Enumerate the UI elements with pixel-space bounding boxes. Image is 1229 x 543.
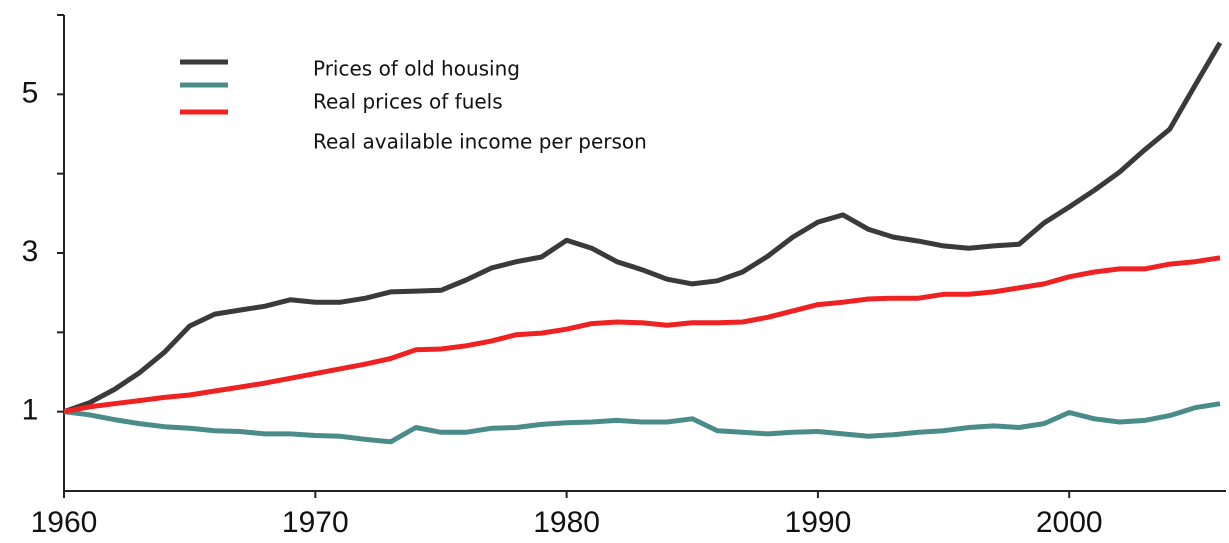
x-tick-label: 1980 bbox=[533, 506, 600, 539]
y-tick-label: 1 bbox=[22, 394, 39, 427]
series-line bbox=[63, 41, 1223, 415]
legend-label: Prices of old housing bbox=[313, 57, 520, 81]
legend-label: Real prices of fuels bbox=[313, 90, 503, 114]
series-line bbox=[63, 401, 1221, 445]
x-tick-label: 1970 bbox=[282, 506, 349, 539]
x-tick-label: 2000 bbox=[1036, 506, 1103, 539]
y-tick-label: 3 bbox=[22, 235, 39, 268]
x-tick-label: 1990 bbox=[785, 506, 852, 539]
y-tick-label: 5 bbox=[22, 76, 39, 109]
x-tick-label: 1960 bbox=[31, 506, 98, 539]
legend-label: Real available income per person bbox=[313, 130, 647, 154]
series-line bbox=[63, 255, 1221, 415]
